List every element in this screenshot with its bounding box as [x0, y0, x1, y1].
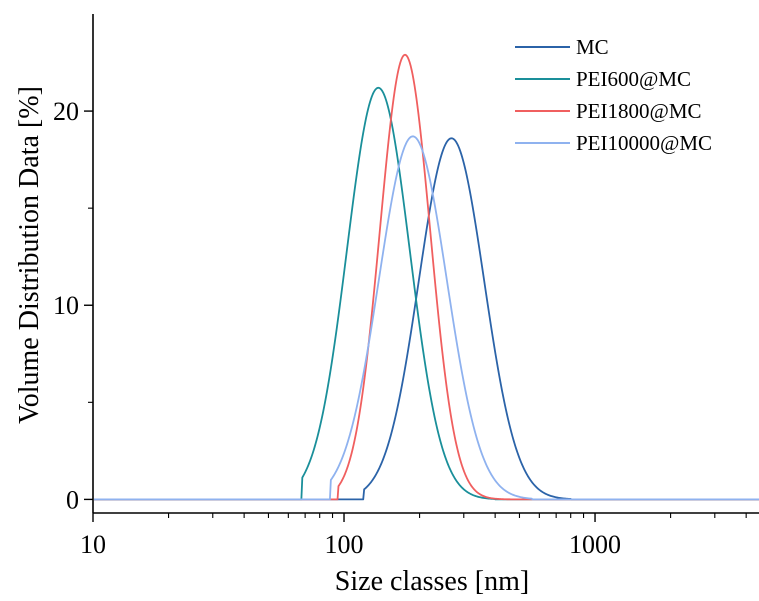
x-tick-label: 1000 — [569, 530, 621, 559]
series-line-pei10000-mc — [94, 135, 759, 501]
legend-label: PEI1800@MC — [576, 99, 702, 123]
x-axis-title: Size classes [nm] — [335, 566, 529, 597]
y-tick-label: 20 — [53, 97, 79, 126]
legend-label: MC — [576, 35, 609, 59]
x-tick-label: 100 — [325, 530, 364, 559]
legend-label: PEI600@MC — [576, 67, 691, 91]
y-axis-title: Volume Distribution Data [%] — [14, 86, 45, 424]
legend-label: PEI10000@MC — [576, 131, 712, 155]
x-tick-label: 10 — [80, 530, 106, 559]
y-tick-label: 0 — [66, 485, 79, 514]
y-tick-label: 10 — [53, 291, 79, 320]
